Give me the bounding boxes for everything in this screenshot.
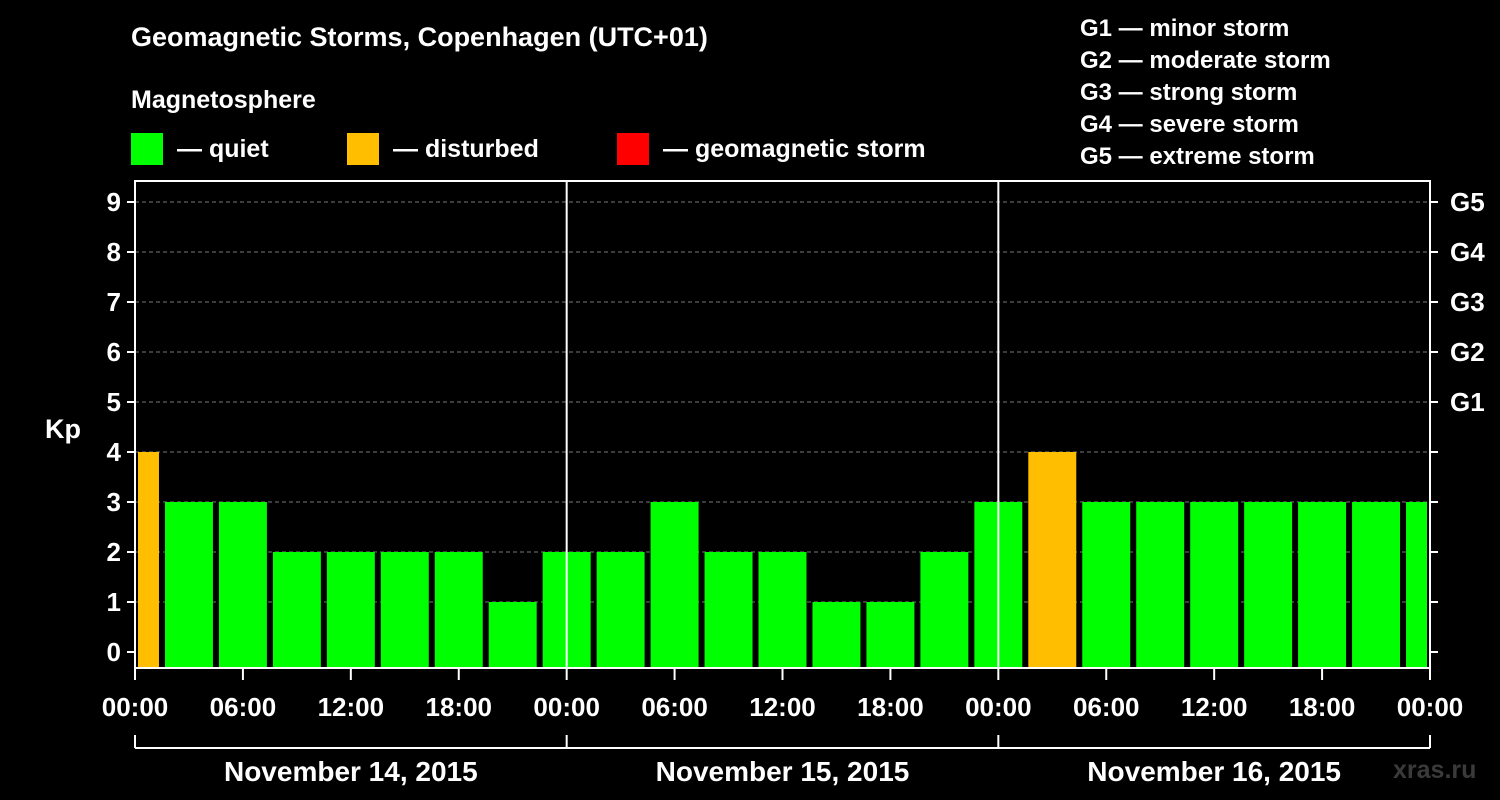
- y-tick-label-6: 6: [107, 337, 121, 367]
- bar-5: [380, 552, 429, 668]
- bar-13: [812, 602, 861, 668]
- right-axis-label-g3: G3: [1450, 287, 1485, 317]
- x-tick-label-6: 12:00: [749, 692, 816, 722]
- x-tick-label-3: 18:00: [426, 692, 493, 722]
- legend-label-storm: — geomagnetic storm: [663, 134, 926, 163]
- bar-3: [272, 552, 321, 668]
- y-tick-label-1: 1: [107, 587, 121, 617]
- right-axis-label-g2: G2: [1450, 337, 1485, 367]
- bar-19: [1136, 502, 1185, 668]
- bar-9: [596, 552, 645, 668]
- right-axis-label-g1: G1: [1450, 387, 1485, 417]
- day-label-2: November 16, 2015: [1087, 756, 1341, 787]
- x-tick-label-1: 06:00: [210, 692, 277, 722]
- right-axis-label-g4: G4: [1450, 237, 1485, 267]
- x-tick-label-11: 18:00: [1289, 692, 1356, 722]
- watermark: xras.ru: [1393, 756, 1477, 784]
- x-tick-label-2: 12:00: [318, 692, 385, 722]
- storm-scale-g4: G4 — severe storm: [1080, 111, 1299, 138]
- y-tick-label-5: 5: [107, 387, 121, 417]
- bar-4: [326, 552, 375, 668]
- bar-11: [704, 552, 753, 668]
- legend-item-quiet: — quiet: [131, 133, 269, 165]
- y-tick-label-2: 2: [107, 537, 121, 567]
- x-tick-label-0: 00:00: [102, 692, 169, 722]
- legend-swatch-storm: [617, 133, 649, 165]
- bar-24: [1406, 502, 1427, 668]
- x-tick-label-4: 00:00: [533, 692, 600, 722]
- x-tick-label-9: 06:00: [1073, 692, 1140, 722]
- day-label-1: November 15, 2015: [656, 756, 910, 787]
- bar-15: [920, 552, 969, 668]
- legend-label-quiet: — quiet: [177, 134, 269, 163]
- storm-scale-g5: G5 — extreme storm: [1080, 143, 1315, 170]
- y-tick-label-3: 3: [107, 487, 121, 517]
- x-tick-label-5: 06:00: [641, 692, 708, 722]
- x-tick-label-8: 00:00: [965, 692, 1032, 722]
- x-tick-label-10: 12:00: [1181, 692, 1248, 722]
- y-tick-label-8: 8: [107, 237, 121, 267]
- bar-2: [218, 502, 267, 668]
- x-tick-label-12: 00:00: [1397, 692, 1464, 722]
- storm-scale-g2: G2 — moderate storm: [1080, 47, 1331, 74]
- legend-label-disturbed: — disturbed: [393, 134, 539, 163]
- bar-1: [164, 502, 213, 668]
- bar-10: [650, 502, 699, 668]
- legend-item-disturbed: — disturbed: [347, 133, 539, 165]
- bar-12: [758, 552, 807, 668]
- bar-18: [1082, 502, 1131, 668]
- y-tick-label-9: 9: [107, 187, 121, 217]
- x-tick-label-7: 18:00: [857, 692, 924, 722]
- bar-22: [1298, 502, 1347, 668]
- bar-14: [866, 602, 915, 668]
- day-label-0: November 14, 2015: [224, 756, 478, 787]
- bar-23: [1352, 502, 1401, 668]
- y-tick-label-7: 7: [107, 287, 121, 317]
- storm-scale-g1: G1 — minor storm: [1080, 15, 1290, 42]
- y-axis-label: Kp: [45, 414, 81, 444]
- right-axis-label-g5: G5: [1450, 187, 1485, 217]
- bar-20: [1190, 502, 1239, 668]
- bar-6: [434, 552, 483, 668]
- chart-title: Geomagnetic Storms, Copenhagen (UTC+01): [131, 22, 708, 52]
- section-label: Magnetosphere: [131, 86, 316, 114]
- bar-0: [138, 452, 159, 668]
- bar-17: [1028, 452, 1077, 668]
- bar-7: [488, 602, 537, 668]
- storm-scale-g3: G3 — strong storm: [1080, 79, 1298, 106]
- legend-item-storm: — geomagnetic storm: [617, 133, 926, 165]
- y-tick-label-0: 0: [107, 637, 121, 667]
- legend-swatch-disturbed: [347, 133, 379, 165]
- legend-swatch-quiet: [131, 133, 163, 165]
- y-tick-label-4: 4: [107, 437, 122, 467]
- bar-21: [1244, 502, 1293, 668]
